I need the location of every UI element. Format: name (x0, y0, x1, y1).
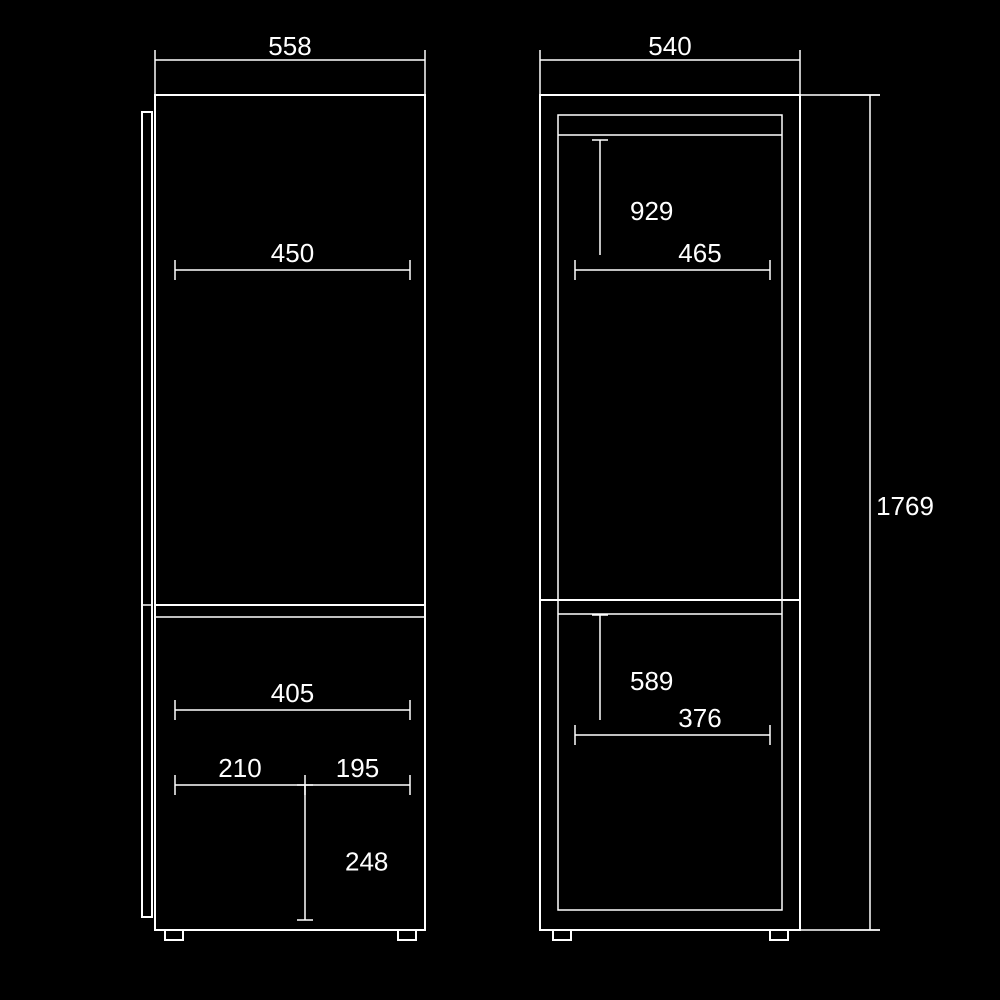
dim-210: 210 (218, 753, 261, 783)
dim-1769: 1769 (876, 491, 934, 521)
dim-465: 465 (678, 238, 721, 268)
dim-405: 405 (271, 678, 314, 708)
dim-450: 450 (271, 238, 314, 268)
dim-540: 540 (648, 31, 691, 61)
dim-195: 195 (336, 753, 379, 783)
dim-929: 929 (630, 196, 673, 226)
dim-558: 558 (268, 31, 311, 61)
dim-376: 376 (678, 703, 721, 733)
dim-248: 248 (345, 847, 388, 877)
dim-589: 589 (630, 666, 673, 696)
